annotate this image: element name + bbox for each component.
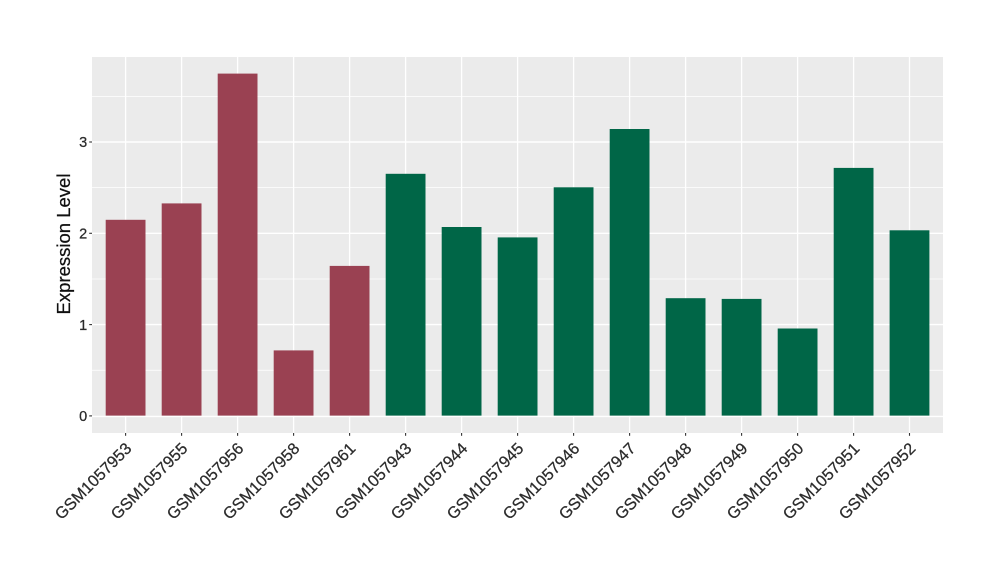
- svg-text:3: 3: [79, 135, 87, 151]
- svg-text:1: 1: [79, 318, 87, 334]
- svg-text:2: 2: [79, 227, 87, 243]
- svg-text:0: 0: [79, 409, 87, 425]
- svg-text:Expression Level: Expression Level: [53, 174, 74, 315]
